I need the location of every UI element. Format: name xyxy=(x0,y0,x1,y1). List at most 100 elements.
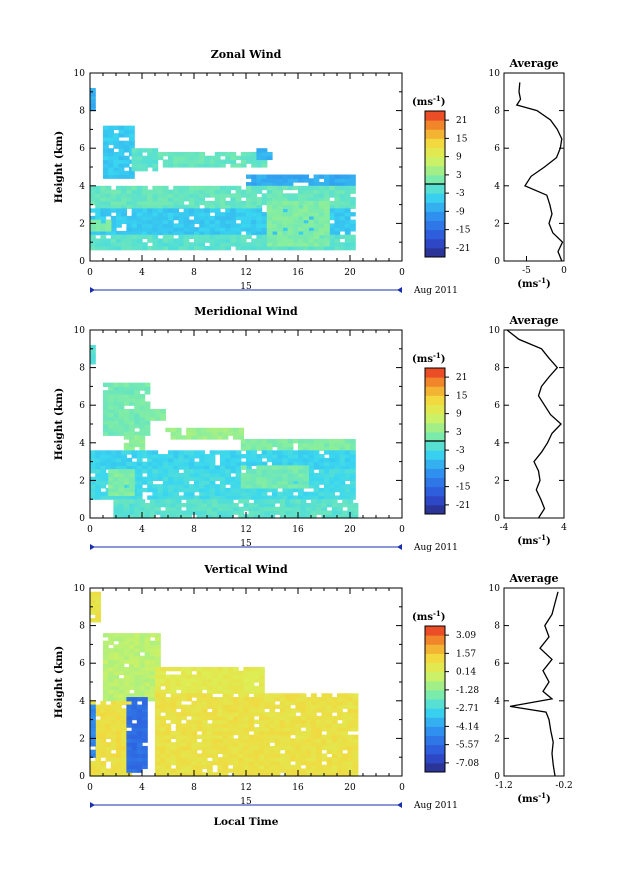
heatmap-cell xyxy=(282,480,289,485)
heatmap-cell xyxy=(90,208,96,213)
heatmap-cell xyxy=(347,700,354,706)
heatmap-cell xyxy=(253,749,260,755)
heatmap-cell xyxy=(290,697,296,702)
heatmap-cell xyxy=(204,204,211,209)
average-y-tick-label: 2 xyxy=(494,476,500,486)
heatmap-cell xyxy=(251,439,257,444)
x-tick-label: 0 xyxy=(87,783,93,793)
heatmap-cell xyxy=(272,230,278,236)
heatmap-cell xyxy=(100,215,107,221)
heatmap-cell xyxy=(326,514,333,519)
x-tick-label: 20 xyxy=(344,525,356,535)
heatmap-cell xyxy=(243,499,250,504)
y-tick-label: 8 xyxy=(79,364,85,374)
heatmap-cell xyxy=(95,212,101,217)
heatmap-cell xyxy=(175,514,182,519)
heatmap-cell xyxy=(121,749,127,755)
heatmap-cell xyxy=(308,234,315,240)
heatmap-cell xyxy=(183,238,190,243)
heatmap-cell xyxy=(253,689,260,694)
heatmap-cell xyxy=(240,465,247,470)
heatmap-cell xyxy=(217,666,224,672)
heatmap-cell xyxy=(212,715,218,721)
heatmap-cell xyxy=(188,465,195,470)
heatmap-cell xyxy=(326,768,333,773)
heatmap-cell xyxy=(246,193,252,198)
colorbar-tick-label: 0.14 xyxy=(456,668,476,678)
heatmap-cell xyxy=(90,487,96,493)
heatmap-cell xyxy=(334,446,341,451)
heatmap-cell xyxy=(194,185,200,191)
heatmap-cell xyxy=(272,182,278,187)
heatmap-cell xyxy=(129,129,135,134)
heatmap-cell xyxy=(168,227,174,232)
heatmap-cell xyxy=(100,230,107,236)
heatmap-cell xyxy=(222,712,229,717)
heatmap-cell xyxy=(152,151,159,157)
heatmap-cell xyxy=(142,461,148,466)
heatmap-cell xyxy=(188,450,195,455)
heatmap-cell xyxy=(181,678,187,683)
heatmap-cell xyxy=(175,682,182,687)
heatmap-cell xyxy=(248,742,255,747)
heatmap-cell xyxy=(235,215,242,221)
heatmap-cell xyxy=(326,510,333,515)
heatmap-cell xyxy=(90,95,96,100)
heatmap-cell xyxy=(129,484,135,489)
heatmap-cell xyxy=(129,412,135,418)
heatmap-cell xyxy=(235,223,242,228)
heatmap-cell xyxy=(253,506,260,512)
heatmap-cell xyxy=(339,465,346,470)
heatmap-cell xyxy=(274,727,281,732)
heatmap-cell xyxy=(113,506,120,512)
colorbar-swatch xyxy=(425,413,445,424)
heatmap-cell xyxy=(110,738,117,743)
heatmap-cell xyxy=(178,465,185,470)
heatmap-cell xyxy=(100,450,107,455)
heatmap-cell xyxy=(155,760,161,766)
heatmap-cell xyxy=(298,487,304,493)
heatmap-cell xyxy=(136,472,143,478)
heatmap-cell xyxy=(183,450,190,455)
heatmap-cell xyxy=(264,753,270,758)
heatmap-cell xyxy=(235,212,242,217)
heatmap-cell xyxy=(178,223,185,228)
heatmap-cell xyxy=(329,465,335,470)
heatmap-cell xyxy=(173,208,179,213)
heatmap-cell xyxy=(253,745,260,751)
heatmap-cell xyxy=(318,495,325,500)
heatmap-cell xyxy=(290,742,296,747)
heatmap-cell xyxy=(238,670,244,676)
heatmap-cell xyxy=(308,439,315,444)
heatmap-cell xyxy=(227,757,234,762)
heatmap-cell xyxy=(233,427,239,433)
heatmap-cell xyxy=(285,514,291,519)
heatmap-cell xyxy=(287,461,294,466)
heatmap-cell xyxy=(264,760,270,766)
heatmap-cell xyxy=(170,502,177,508)
heatmap-cell xyxy=(248,689,255,694)
heatmap-cell xyxy=(168,461,174,466)
heatmap-cell xyxy=(269,745,276,751)
heatmap-cell xyxy=(131,189,138,194)
heatmap-cell xyxy=(162,185,169,191)
heatmap-cell xyxy=(186,674,192,679)
heatmap-cell xyxy=(144,510,151,515)
heatmap-cell xyxy=(126,749,133,755)
heatmap-cell xyxy=(295,723,302,728)
heatmap-cell xyxy=(274,757,281,762)
heatmap-cell xyxy=(230,155,237,161)
heatmap-cell xyxy=(186,693,192,698)
heatmap-cell xyxy=(144,408,151,414)
heatmap-cell xyxy=(155,700,161,706)
heatmap-cell xyxy=(152,219,159,224)
heatmap-cell xyxy=(324,200,330,206)
heatmap-cell xyxy=(165,715,172,721)
heatmap-cell xyxy=(248,708,255,713)
heatmap-cell xyxy=(105,719,112,724)
heatmap-cell xyxy=(243,742,250,747)
heatmap-cell xyxy=(183,245,190,251)
heatmap-cell xyxy=(272,208,278,213)
heatmap-cell xyxy=(123,420,130,425)
heatmap-cell xyxy=(108,125,114,130)
